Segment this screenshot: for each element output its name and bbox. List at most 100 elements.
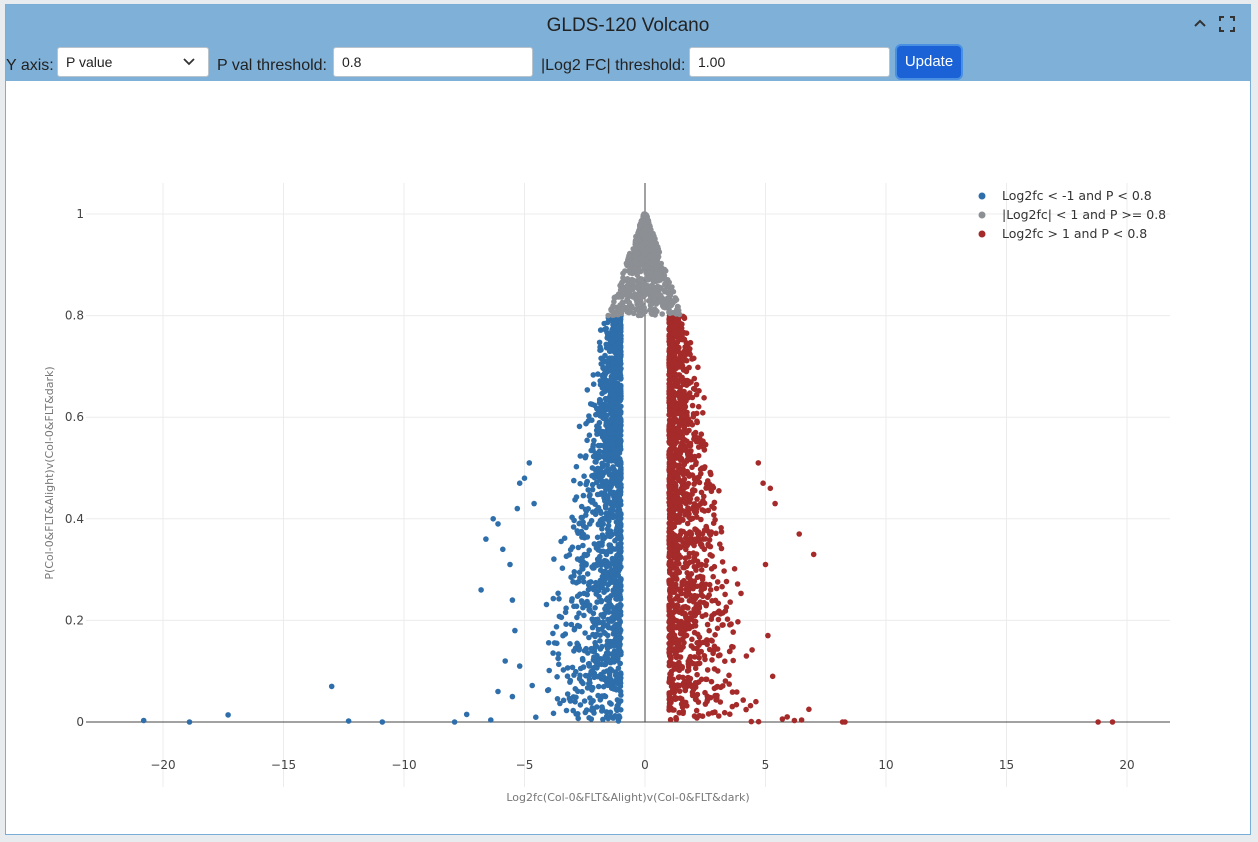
up-point: [674, 316, 681, 322]
down-point: [576, 423, 583, 430]
up-point: [705, 541, 711, 548]
up-point: [689, 402, 696, 409]
up-point: [669, 522, 676, 528]
down-point: [577, 665, 584, 672]
up-point: [769, 673, 776, 680]
ns-point: [642, 247, 648, 253]
up-point: [673, 365, 680, 372]
legend-entry[interactable]: Log2fc < -1 and P < 0.8: [1002, 188, 1152, 203]
ns-point: [634, 261, 641, 267]
up-point: [679, 374, 685, 381]
down-point: [567, 698, 574, 704]
down-point: [594, 631, 600, 638]
down-point: [580, 492, 587, 499]
ns-point: [658, 299, 665, 305]
down-point: [609, 327, 615, 334]
down-point: [605, 494, 611, 501]
up-point: [674, 345, 680, 351]
up-point: [666, 515, 673, 522]
up-point: [720, 683, 726, 689]
up-point: [671, 417, 678, 423]
down-point: [585, 487, 591, 493]
legend-entry[interactable]: |Log2fc| < 1 and P >= 0.8: [1002, 207, 1166, 222]
down-point: [604, 649, 611, 656]
up-point: [698, 676, 705, 683]
down-point: [613, 587, 620, 594]
up-point: [703, 562, 709, 569]
up-point: [694, 496, 700, 502]
chevron-up-icon[interactable]: [1192, 15, 1208, 38]
y-axis-select[interactable]: P value: [57, 47, 209, 77]
down-point: [598, 510, 604, 516]
down-point: [603, 445, 610, 451]
down-point: [556, 596, 562, 602]
down-point: [568, 621, 575, 628]
down-point: [543, 601, 550, 608]
ns-point: [641, 289, 648, 295]
down-point: [585, 582, 592, 588]
down-point: [606, 344, 612, 351]
fullscreen-icon[interactable]: [1218, 15, 1236, 38]
down-point: [607, 377, 614, 384]
down-point: [569, 514, 575, 521]
down-point: [590, 372, 597, 378]
down-point: [599, 526, 605, 532]
up-point: [839, 719, 846, 725]
up-point: [677, 454, 684, 461]
axes: −20 −15 −10 −5 0 5 10 15 20 0 0.2 0.4 0.6 0.8 1 Log2fc(…: [43, 183, 1170, 804]
down-point: [602, 505, 609, 511]
down-point: [606, 604, 612, 611]
up-point: [715, 600, 722, 607]
down-point: [555, 651, 562, 657]
down-point: [582, 672, 589, 679]
down-point: [586, 676, 593, 683]
up-point: [687, 419, 694, 426]
down-point: [599, 573, 606, 580]
up-point: [692, 592, 698, 599]
up-point: [718, 545, 725, 552]
pval-threshold-input[interactable]: 0.8: [333, 47, 533, 77]
down-point: [576, 610, 582, 616]
legend-entry[interactable]: Log2fc > 1 and P < 0.8: [1002, 226, 1147, 241]
up-point: [667, 670, 674, 677]
down-point: [612, 386, 618, 392]
up-point: [679, 321, 685, 327]
up-point: [671, 623, 677, 630]
up-point: [669, 446, 675, 453]
down-point: [617, 459, 624, 465]
up-point: [734, 581, 741, 587]
log2fc-threshold-input[interactable]: 1.00: [689, 47, 890, 77]
legend: Log2fc < -1 and P < 0.8 |Log2fc| < 1 and …: [978, 188, 1166, 241]
down-point: [583, 602, 590, 609]
update-button[interactable]: Update: [897, 46, 961, 78]
down-point: [582, 454, 589, 461]
up-point: [753, 698, 759, 705]
up-point: [698, 591, 705, 598]
up-point: [713, 585, 720, 592]
up-point: [682, 621, 688, 627]
down-point: [600, 515, 607, 522]
up-point: [685, 452, 691, 459]
ns-point: [642, 263, 649, 270]
ns-point: [648, 269, 654, 276]
up-point: [695, 609, 702, 616]
x-axis-title: Log2fc(Col-0&FLT&Alight)v(Col-0&FLT&dark…: [506, 791, 749, 804]
up-point: [677, 489, 684, 495]
up-point: [698, 431, 705, 438]
y-tick-label: 0.4: [65, 512, 84, 526]
down-point: [558, 538, 564, 545]
up-point: [735, 619, 741, 625]
down-point: [611, 685, 618, 691]
down-point: [611, 659, 617, 665]
down-point: [595, 547, 602, 553]
down-point: [587, 401, 594, 407]
up-point: [706, 646, 713, 653]
up-point: [675, 402, 681, 408]
down-point: [581, 698, 588, 704]
up-point: [740, 697, 746, 703]
down-point: [610, 489, 617, 496]
down-point: [610, 464, 616, 470]
up-point: [703, 676, 709, 683]
down-point: [593, 643, 600, 649]
up-point: [692, 536, 698, 543]
